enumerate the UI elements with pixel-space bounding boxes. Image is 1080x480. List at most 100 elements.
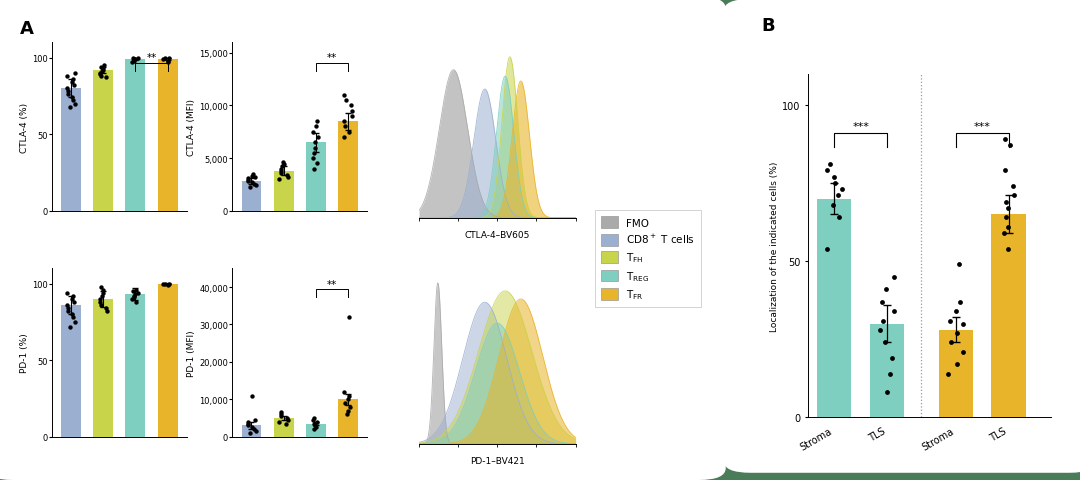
- Point: [829, 192, 847, 200]
- Point: [337, 399, 354, 407]
- Y-axis label: CTLA-4 (%): CTLA-4 (%): [21, 102, 29, 152]
- Point: [92, 70, 109, 78]
- Point: [124, 55, 141, 62]
- Text: A: A: [19, 20, 33, 37]
- Point: [64, 311, 81, 318]
- Point: [278, 172, 295, 180]
- Point: [125, 56, 143, 64]
- Point: [59, 305, 77, 312]
- Point: [272, 165, 289, 173]
- Point: [247, 182, 265, 190]
- Point: [878, 389, 895, 396]
- Point: [97, 74, 114, 82]
- Point: [822, 161, 839, 169]
- Point: [59, 88, 77, 96]
- Point: [246, 174, 264, 181]
- Point: [94, 287, 111, 294]
- Point: [244, 173, 261, 180]
- Point: [160, 280, 177, 288]
- Point: [343, 108, 361, 115]
- Bar: [125, 295, 146, 437]
- Point: [95, 289, 112, 297]
- Point: [123, 296, 140, 303]
- Point: [826, 180, 843, 187]
- Point: [954, 320, 971, 328]
- Point: [875, 317, 892, 325]
- Point: [65, 314, 82, 322]
- Point: [335, 388, 352, 396]
- Point: [245, 181, 262, 189]
- Point: [307, 422, 324, 430]
- Point: [943, 339, 960, 347]
- Text: B: B: [761, 17, 775, 35]
- Point: [58, 301, 76, 309]
- Point: [1005, 192, 1023, 200]
- Bar: [242, 182, 261, 211]
- Point: [336, 92, 353, 99]
- Point: [92, 72, 109, 79]
- Point: [242, 429, 259, 437]
- Point: [303, 416, 321, 424]
- Point: [124, 288, 141, 296]
- Point: [874, 299, 891, 306]
- Bar: [93, 300, 113, 437]
- Point: [93, 64, 110, 72]
- Bar: [306, 143, 326, 211]
- Point: [125, 294, 143, 301]
- Point: [245, 425, 262, 433]
- Point: [95, 67, 112, 74]
- Point: [306, 165, 323, 173]
- Point: [308, 418, 325, 426]
- Point: [343, 113, 361, 120]
- Point: [58, 289, 76, 297]
- Point: [306, 414, 323, 422]
- Point: [1001, 143, 1018, 150]
- Point: [872, 326, 889, 334]
- Point: [878, 286, 895, 293]
- Point: [336, 123, 353, 131]
- Text: **: **: [327, 279, 337, 289]
- Point: [1004, 183, 1022, 191]
- Bar: [273, 418, 294, 437]
- Bar: [991, 215, 1026, 418]
- Point: [272, 168, 289, 175]
- Point: [65, 97, 82, 105]
- Point: [834, 186, 851, 194]
- Point: [156, 280, 173, 288]
- Point: [130, 289, 147, 297]
- Point: [156, 55, 173, 62]
- Bar: [818, 199, 851, 418]
- Point: [307, 123, 324, 131]
- Point: [159, 59, 176, 67]
- Point: [99, 308, 117, 315]
- Point: [65, 76, 82, 84]
- Point: [154, 280, 172, 288]
- Point: [819, 168, 836, 175]
- Point: [62, 104, 79, 111]
- Point: [998, 214, 1015, 222]
- Point: [342, 102, 360, 110]
- Point: [1000, 204, 1017, 212]
- Point: [59, 91, 77, 99]
- Bar: [93, 71, 113, 211]
- Text: ***: ***: [974, 122, 990, 132]
- Point: [310, 134, 327, 142]
- Point: [123, 59, 140, 67]
- Point: [92, 73, 109, 81]
- Point: [240, 177, 257, 185]
- Point: [67, 70, 84, 78]
- Point: [947, 308, 964, 315]
- Point: [247, 427, 265, 435]
- Point: [276, 420, 294, 428]
- Point: [877, 339, 894, 347]
- Point: [154, 56, 172, 64]
- Point: [999, 245, 1016, 253]
- Point: [819, 245, 836, 253]
- Point: [338, 410, 355, 418]
- X-axis label: PD-1–BV421: PD-1–BV421: [470, 456, 525, 465]
- Point: [66, 299, 83, 306]
- Point: [886, 308, 903, 315]
- Point: [342, 403, 360, 411]
- Point: [92, 296, 109, 303]
- Point: [995, 230, 1012, 238]
